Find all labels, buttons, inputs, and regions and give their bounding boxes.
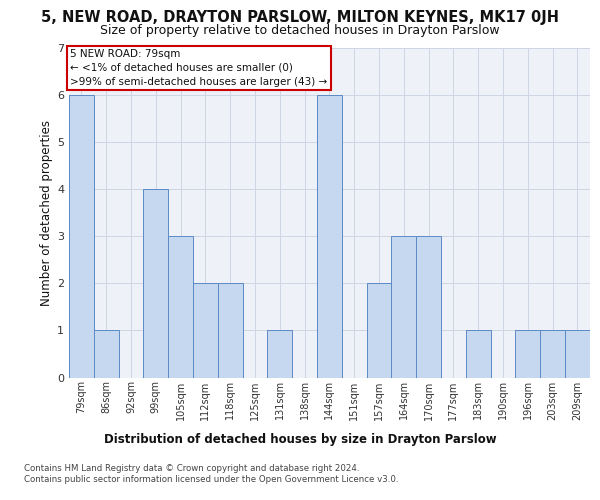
Bar — [540, 330, 565, 378]
Bar — [168, 236, 193, 378]
Bar — [317, 94, 342, 378]
Text: Size of property relative to detached houses in Drayton Parslow: Size of property relative to detached ho… — [100, 24, 500, 37]
Bar — [565, 330, 590, 378]
Text: Contains HM Land Registry data © Crown copyright and database right 2024.: Contains HM Land Registry data © Crown c… — [24, 464, 359, 473]
Bar — [391, 236, 416, 378]
Text: Distribution of detached houses by size in Drayton Parslow: Distribution of detached houses by size … — [104, 432, 496, 446]
Bar — [94, 330, 119, 378]
Bar — [268, 330, 292, 378]
Bar — [416, 236, 441, 378]
Bar — [69, 94, 94, 378]
Bar — [515, 330, 540, 378]
Text: 5, NEW ROAD, DRAYTON PARSLOW, MILTON KEYNES, MK17 0JH: 5, NEW ROAD, DRAYTON PARSLOW, MILTON KEY… — [41, 10, 559, 25]
Text: Contains public sector information licensed under the Open Government Licence v3: Contains public sector information licen… — [24, 475, 398, 484]
Y-axis label: Number of detached properties: Number of detached properties — [40, 120, 53, 306]
Bar — [367, 283, 391, 378]
Text: 5 NEW ROAD: 79sqm
← <1% of detached houses are smaller (0)
>99% of semi-detached: 5 NEW ROAD: 79sqm ← <1% of detached hous… — [70, 49, 328, 87]
Bar — [193, 283, 218, 378]
Bar — [466, 330, 491, 378]
Bar — [218, 283, 242, 378]
Bar — [143, 189, 168, 378]
